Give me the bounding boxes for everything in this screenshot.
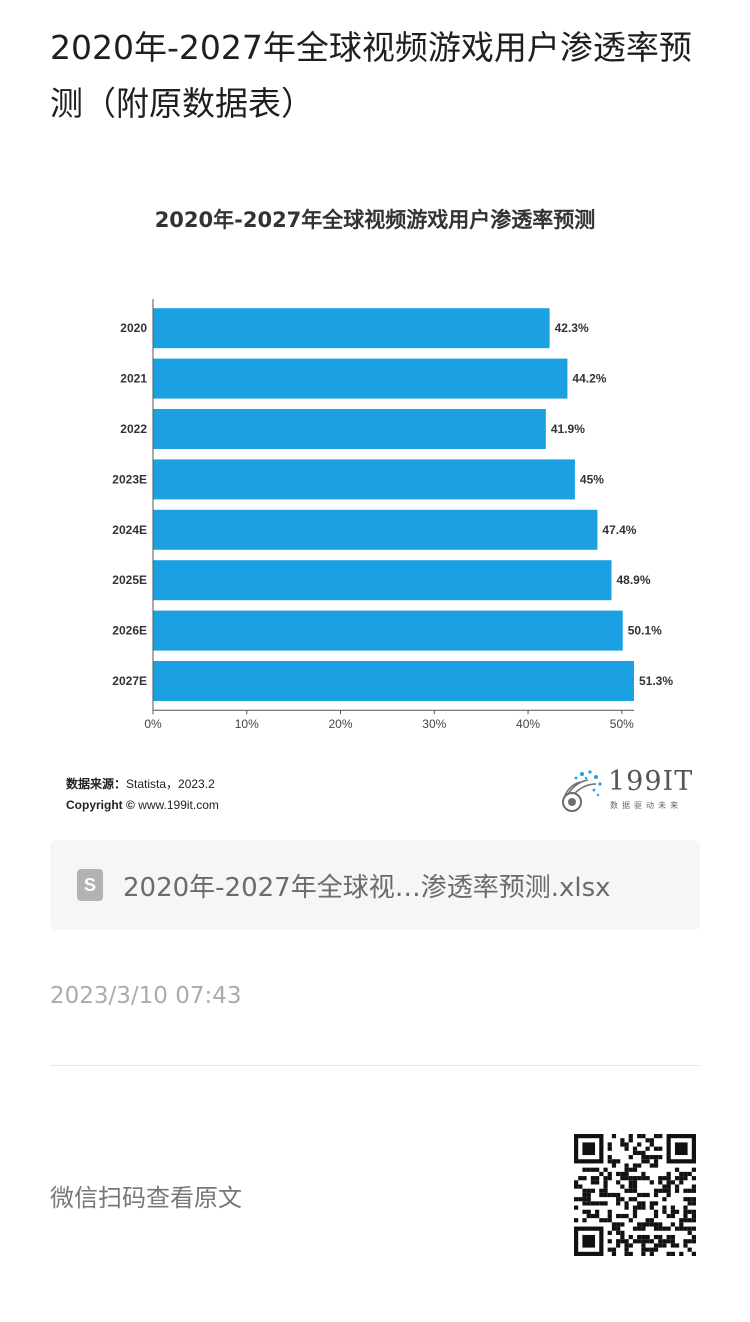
bar-2021 — [153, 358, 568, 399]
logo-slogan: 数据驱动未来 — [610, 801, 682, 810]
copyright-label: Copyright © — [66, 798, 135, 812]
category-label: 2020 — [120, 321, 147, 335]
data-label: 44.2% — [572, 372, 606, 386]
chart-figure: 2020年-2027年全球视频游戏用户渗透率预测 2020 42.3% 2021 44.… — [50, 180, 700, 830]
bar-2027E — [153, 661, 634, 701]
category-label: 2023E — [112, 472, 147, 486]
article-title: 2020年-2027年全球视频游戏用户渗透率预测（附原数据表） — [50, 28, 692, 123]
publish-time: 2023/3/10 07:43 — [50, 983, 242, 1009]
data-label: 51.3% — [639, 674, 673, 688]
bar-2023E — [153, 459, 575, 500]
bar-2020 — [153, 308, 550, 349]
data-label: 41.9% — [551, 422, 585, 436]
data-label: 48.9% — [616, 573, 650, 587]
bar-chart: 2020年-2027年全球视频游戏用户渗透率预测 2020 42.3% 2021 44.… — [112, 208, 673, 731]
data-label: 47.4% — [602, 523, 636, 537]
x-tick-label: 40% — [516, 717, 540, 731]
x-tick-label: 50% — [610, 717, 634, 731]
category-label: 2022 — [120, 422, 147, 436]
copyright-value: www.199it.com — [138, 798, 219, 812]
source-value: Statista，2023.2 — [126, 777, 215, 791]
data-label: 50.1% — [628, 624, 662, 638]
attachment-card[interactable]: S 2020年-2027年全球视…渗透率预测.xlsx — [50, 840, 700, 930]
dandelion-logo-icon — [562, 770, 602, 812]
category-label: 2027E — [112, 674, 147, 688]
source-label: 数据来源： — [66, 777, 127, 791]
bar-2022 — [153, 409, 546, 449]
bar-2025E — [153, 560, 612, 601]
data-label: 45% — [580, 472, 604, 486]
category-label: 2025E — [112, 573, 147, 587]
bar-2024E — [153, 509, 598, 550]
bar-2026E — [153, 610, 623, 651]
x-tick-label: 30% — [422, 717, 446, 731]
logo-text: 199IT — [608, 766, 694, 797]
data-label: 42.3% — [555, 321, 589, 335]
logo-199it: 199IT 数据驱动未来 — [558, 766, 700, 814]
category-label: 2026E — [112, 624, 147, 638]
x-tick-label: 20% — [329, 717, 353, 731]
chart-title: 2020年-2027年全球视频游戏用户渗透率预测 — [155, 208, 596, 232]
source-block: 数据来源：Statista，2023.2 Copyright © www.199… — [66, 774, 219, 816]
qr-code-icon[interactable] — [574, 1134, 696, 1256]
x-tick-label: 0% — [144, 717, 162, 731]
spreadsheet-file-icon: S — [77, 869, 103, 901]
attachment-name: 2020年-2027年全球视…渗透率预测.xlsx — [123, 872, 611, 903]
category-label: 2021 — [120, 372, 147, 386]
qr-hint: 微信扫码查看原文 — [50, 1184, 242, 1212]
category-label: 2024E — [112, 523, 147, 537]
x-tick-label: 10% — [235, 717, 259, 731]
divider — [50, 1065, 700, 1066]
